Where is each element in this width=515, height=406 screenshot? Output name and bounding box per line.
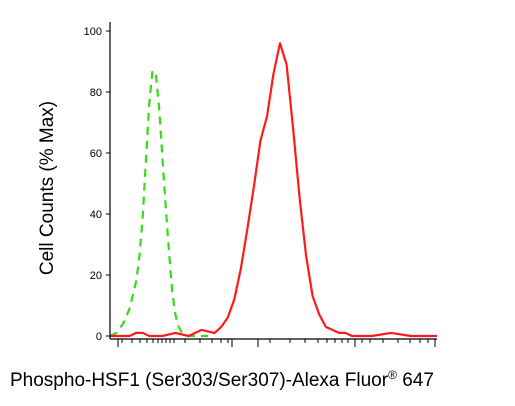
y-tick-label: 80: [90, 87, 102, 99]
y-tick-label: 60: [90, 148, 102, 160]
registered-mark: ®: [388, 368, 397, 382]
x-axis-ticks: [117, 339, 436, 347]
series-line-2: [110, 42, 437, 338]
series-line-1: [109, 69, 209, 338]
series-layer: [109, 42, 437, 338]
x-axis-label-main: Phospho-HSF1 (Ser303/Ser307)-Alexa Fluor: [10, 370, 389, 391]
x-axis-label: Phospho-HSF1 (Ser303/Ser307)-Alexa Fluor…: [10, 368, 434, 391]
y-axis-label: Cell Counts (% Max): [37, 101, 58, 275]
y-tick-label: 40: [90, 209, 102, 221]
y-axis-ticks: 0 20 40 60 80 100: [84, 26, 110, 343]
y-tick-label: 20: [90, 270, 102, 282]
y-tick-label: 0: [96, 331, 102, 343]
y-tick-label: 100: [84, 26, 102, 38]
x-axis-label-suffix: 647: [397, 370, 434, 391]
